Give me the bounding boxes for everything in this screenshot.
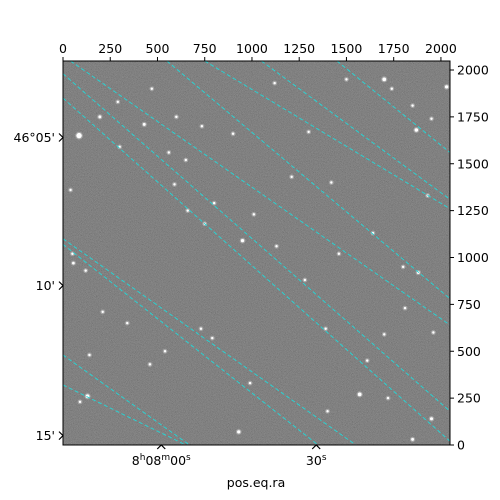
image-noise bbox=[63, 61, 450, 445]
star bbox=[200, 125, 204, 128]
grid-line bbox=[63, 238, 357, 445]
star bbox=[429, 417, 434, 421]
right-tick-label: 1750 bbox=[457, 109, 489, 124]
grid-line bbox=[63, 97, 450, 442]
top-tick-label: 1250 bbox=[283, 41, 315, 56]
dec-tick bbox=[58, 133, 64, 142]
grid-line bbox=[70, 61, 450, 326]
star bbox=[69, 188, 72, 192]
star bbox=[382, 77, 387, 82]
star bbox=[383, 333, 386, 336]
top-tick-label: 750 bbox=[193, 41, 217, 56]
sky-image bbox=[63, 61, 450, 445]
top-tick-label: 1750 bbox=[378, 41, 410, 56]
grid-line bbox=[204, 61, 450, 210]
star bbox=[237, 430, 241, 434]
star bbox=[444, 85, 449, 89]
top-tick-label: 500 bbox=[146, 41, 170, 56]
grid-line bbox=[166, 61, 450, 300]
star bbox=[275, 245, 278, 248]
top-tick-label: 1500 bbox=[331, 41, 363, 56]
star bbox=[357, 392, 362, 397]
right-tick-label: 750 bbox=[457, 297, 481, 312]
star bbox=[212, 201, 216, 205]
axes: 0 250 500 750 1000 1250 1500 1750 2000 0 250 500 750… bbox=[14, 41, 489, 468]
star bbox=[101, 310, 104, 314]
grid-line bbox=[63, 243, 319, 445]
star bbox=[142, 122, 146, 126]
star bbox=[186, 209, 189, 212]
dec-tick bbox=[58, 431, 64, 441]
star bbox=[148, 363, 152, 366]
star bbox=[71, 252, 74, 255]
star bbox=[98, 115, 102, 119]
star bbox=[345, 78, 348, 81]
star bbox=[163, 350, 167, 353]
star bbox=[324, 327, 327, 330]
star bbox=[273, 81, 276, 85]
star bbox=[150, 87, 154, 90]
star bbox=[330, 181, 333, 184]
star bbox=[240, 238, 245, 243]
star bbox=[303, 278, 307, 282]
top-tick-label: 250 bbox=[98, 41, 122, 56]
star bbox=[175, 115, 178, 119]
star bbox=[88, 353, 91, 357]
right-tick-label: 1000 bbox=[457, 250, 489, 265]
right-tick-label: 2000 bbox=[457, 63, 489, 78]
star bbox=[211, 336, 214, 340]
ra-tick-label: 8h08m00s bbox=[132, 453, 191, 468]
dec-tick-label: 15' bbox=[36, 428, 55, 443]
star bbox=[403, 306, 407, 310]
dec-tick-label: 10' bbox=[36, 278, 55, 293]
ra-tick bbox=[156, 444, 166, 450]
star bbox=[184, 158, 188, 162]
star bbox=[252, 213, 256, 216]
star bbox=[231, 132, 235, 135]
ra-tick-label: 30s bbox=[306, 453, 327, 468]
star bbox=[72, 261, 75, 265]
star bbox=[326, 410, 329, 413]
right-tick-label: 1500 bbox=[457, 156, 489, 171]
coordinate-grid bbox=[63, 61, 450, 445]
dec-tick-label: 46°05' bbox=[14, 130, 56, 145]
star bbox=[432, 331, 435, 334]
star bbox=[411, 104, 414, 107]
star bbox=[290, 175, 293, 179]
star bbox=[386, 396, 390, 400]
right-tick-label: 500 bbox=[457, 344, 481, 359]
star bbox=[430, 117, 433, 120]
star bbox=[307, 130, 310, 134]
star bbox=[167, 151, 171, 154]
plot-frame bbox=[62, 60, 451, 446]
right-tick-label: 1250 bbox=[457, 203, 489, 218]
star bbox=[337, 252, 341, 255]
star bbox=[84, 269, 87, 272]
star bbox=[126, 321, 129, 325]
star bbox=[173, 183, 176, 186]
ra-tick bbox=[311, 444, 321, 450]
star bbox=[366, 359, 369, 362]
dec-tick bbox=[58, 281, 64, 291]
star bbox=[199, 327, 203, 330]
right-tick-label: 250 bbox=[457, 391, 481, 406]
grid-line bbox=[63, 73, 450, 412]
x-axis-label: pos.eq.ra bbox=[227, 475, 285, 490]
right-tick-label: 0 bbox=[457, 438, 465, 453]
star bbox=[78, 400, 82, 404]
star bbox=[411, 437, 415, 441]
star bbox=[390, 87, 393, 90]
star bbox=[401, 265, 405, 269]
top-tick-label: 2000 bbox=[425, 41, 457, 56]
top-tick-label: 1000 bbox=[236, 41, 268, 56]
top-tick-label: 0 bbox=[59, 41, 67, 56]
star bbox=[248, 381, 252, 385]
star bbox=[414, 128, 419, 132]
star bbox=[116, 100, 119, 104]
grid-line bbox=[336, 61, 450, 153]
grid-line bbox=[63, 384, 187, 445]
star bbox=[76, 132, 82, 139]
